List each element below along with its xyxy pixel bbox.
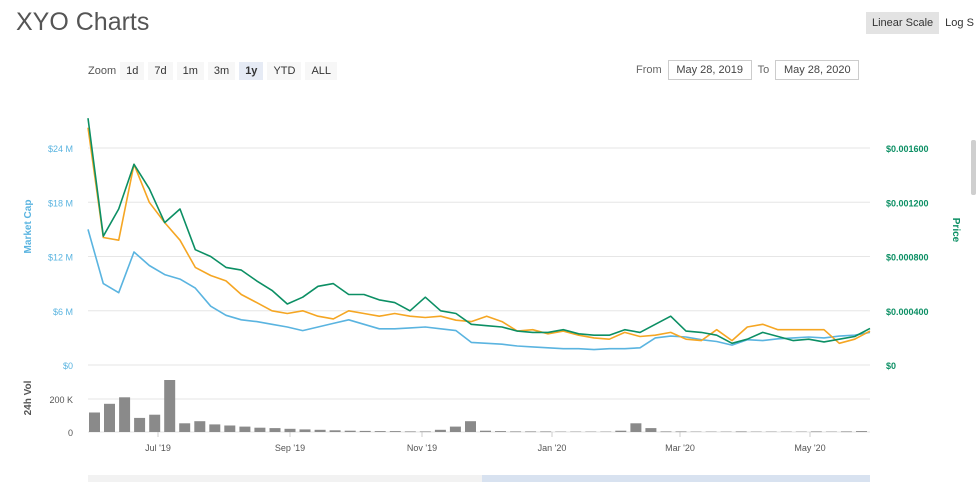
left-tick-label: $24 M (48, 144, 73, 154)
page-scrollbar[interactable] (971, 140, 976, 195)
zoom-1y-button[interactable]: 1y (239, 62, 264, 80)
volume-bar (404, 431, 416, 433)
volume-bar (359, 430, 371, 432)
volume-tick-label: 200 K (49, 395, 73, 405)
volume-bar (389, 431, 401, 432)
price-line (87, 118, 871, 345)
volume-bar (224, 425, 236, 432)
page-title: XYO Charts (16, 8, 150, 36)
btc-line (87, 127, 871, 345)
volume-bar (299, 429, 311, 432)
right-tick-label: $0 (886, 361, 896, 371)
volume-bar (164, 380, 176, 432)
zoom-label: Zoom (88, 65, 117, 77)
volume-bar (675, 431, 687, 433)
volume-bar (449, 426, 461, 432)
right-tick-label: $0.001200 (886, 198, 929, 208)
x-tick-label: Sep '19 (275, 443, 305, 453)
volume-bar (735, 431, 747, 433)
volume-bar (419, 431, 431, 433)
volume-bar (254, 427, 266, 432)
volume-bar (434, 429, 446, 432)
x-tick-label: Jul '19 (145, 443, 171, 453)
volume-bar (540, 431, 552, 433)
volume-bar (149, 414, 161, 432)
zoom-all-button[interactable]: ALL (305, 62, 338, 80)
left-tick-label: $6 M (53, 307, 73, 317)
from-date-input[interactable]: May 28, 2019 (667, 60, 752, 80)
volume-bar (179, 423, 191, 432)
right-tick-label: $0.001600 (886, 144, 929, 154)
log-scale-button[interactable]: Log S (939, 12, 976, 34)
scale-toggle: Linear Scale Log S (866, 12, 976, 34)
volume-bar (856, 431, 867, 432)
linear-scale-button[interactable]: Linear Scale (866, 12, 940, 34)
right-tick-label: $0.000400 (886, 307, 929, 317)
volume-bar (374, 431, 386, 432)
x-tick-label: May '20 (794, 443, 825, 453)
left-tick-label: $0 (63, 361, 73, 371)
volume-bar (269, 428, 281, 432)
volume-bar (630, 423, 642, 432)
volume-bar (314, 429, 326, 432)
volume-bar (104, 403, 115, 432)
volume-bar (239, 426, 251, 432)
to-date-input[interactable]: May 28, 2020 (775, 60, 860, 80)
x-tick-label: Jan '20 (538, 443, 567, 453)
volume-tick-label: 0 (68, 428, 73, 438)
volume-bar (660, 431, 672, 433)
volume-bar (495, 431, 506, 432)
zoom-bar: Zoom 1d 7d 1m 3m 1y YTD ALL (88, 62, 341, 80)
volume-bar (840, 431, 852, 433)
volume-bar (510, 431, 522, 433)
volume-bar (480, 430, 491, 432)
zoom-3m-button[interactable]: 3m (207, 62, 236, 80)
x-tick-label: Mar '20 (665, 443, 695, 453)
volume-bar (329, 430, 341, 432)
volume-bar (465, 421, 476, 432)
navigator-track (88, 475, 870, 482)
right-tick-label: $0.000800 (886, 253, 929, 263)
right-axis-title: Price (950, 218, 961, 243)
left-tick-label: $12 M (48, 253, 73, 263)
volume-axis-title: 24h Vol (23, 380, 34, 415)
zoom-7d-button[interactable]: 7d (148, 62, 173, 80)
volume-bar (615, 430, 627, 432)
date-range: From May 28, 2019 To May 28, 2020 (636, 60, 860, 80)
volume-bar (194, 421, 206, 432)
to-label: To (757, 64, 770, 76)
navigator-handle (482, 475, 870, 482)
volume-bar (525, 431, 537, 433)
zoom-1m-button[interactable]: 1m (176, 62, 204, 80)
volume-bar (810, 431, 822, 433)
volume-bar (119, 397, 131, 432)
volume-bar (209, 424, 221, 432)
market-cap-line (87, 229, 871, 351)
left-axis-title: Market Cap (23, 200, 34, 254)
zoom-ytd-button[interactable]: YTD (267, 62, 302, 80)
volume-bar (645, 428, 657, 432)
volume-bar (284, 428, 296, 433)
volume-bar (89, 412, 100, 432)
from-label: From (636, 64, 662, 76)
zoom-1d-button[interactable]: 1d (120, 62, 145, 80)
x-tick-label: Nov '19 (407, 443, 437, 453)
volume-bar (134, 417, 146, 432)
volume-bar (344, 430, 356, 432)
left-tick-label: $18 M (48, 198, 73, 208)
